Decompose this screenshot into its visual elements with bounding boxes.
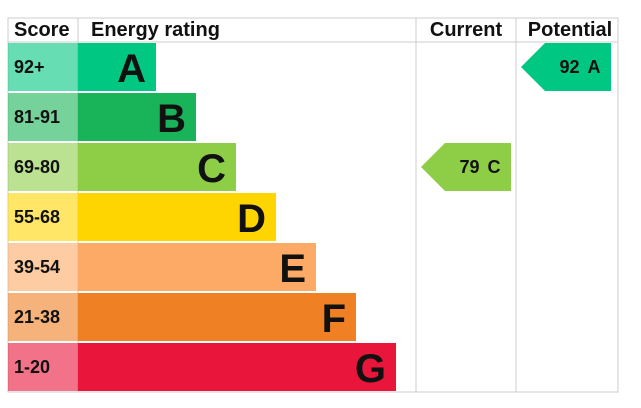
current-value: 79 [459,157,479,177]
score-label: 1-20 [14,357,50,377]
current-rating: C [488,157,501,177]
score-cell [8,243,78,291]
rating-letter: B [157,97,186,141]
rating-bar [78,143,236,191]
score-label: 55-68 [14,207,60,227]
score-label: 81-91 [14,107,60,127]
score-cell [8,343,78,391]
score-label: 92+ [14,57,45,77]
score-label: 69-80 [14,157,60,177]
header-score: Score [14,19,70,41]
potential-rating: A [588,57,601,77]
potential-value: 92 [559,57,579,77]
score-cell [8,193,78,241]
rating-letter: A [117,47,146,91]
potential-arrow [521,43,611,91]
rating-bar [78,43,156,91]
rating-letter: G [355,347,386,391]
rating-letter: F [322,297,346,341]
score-label: 39-54 [14,257,60,277]
rating-bar [78,93,196,141]
current-arrow [421,143,511,191]
header-rating: Energy rating [91,19,220,41]
rating-letter: D [237,197,266,241]
rating-bar [78,343,396,391]
rating-letter: C [197,147,226,191]
rating-bar [78,293,356,341]
header-potential: Potential [528,19,612,41]
score-cell [8,143,78,191]
score-label: 21-38 [14,307,60,327]
score-cell [8,43,78,91]
rating-bar [78,243,316,291]
header-current: Current [430,19,503,41]
score-cell [8,293,78,341]
rating-bar [78,193,276,241]
score-cell [8,93,78,141]
current-label: 79 C [459,157,500,177]
potential-label: 92 A [559,57,600,77]
rating-letter: E [279,247,306,291]
